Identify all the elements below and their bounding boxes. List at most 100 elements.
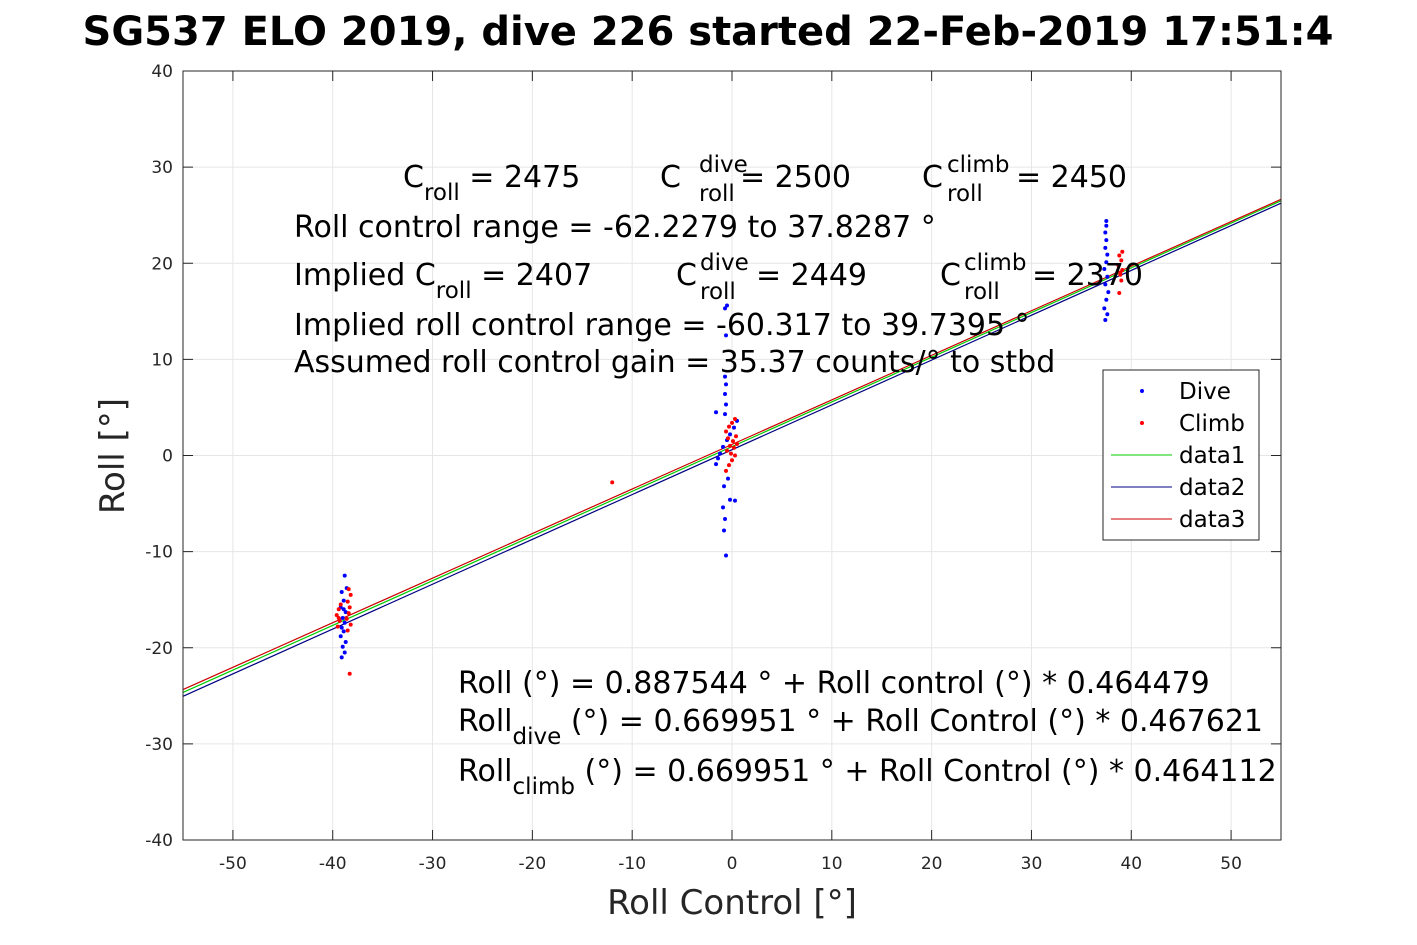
dive-point [723, 412, 728, 417]
dive-point [1103, 317, 1108, 322]
y-tick-label: -30 [145, 735, 173, 755]
climb-point [1119, 278, 1124, 283]
legend-label-data1: data1 [1179, 443, 1245, 469]
c-roll-climb-sup: climb [947, 152, 1009, 178]
climb-point [730, 439, 735, 444]
x-axis-ticks: -50 -40 -30 -20 -10 0 10 20 30 40 50 [219, 71, 1242, 874]
roll-control-range-annotation: Roll control range = -62.2279 to 37.8287… [294, 210, 936, 245]
implied-c-roll-pre: Implied C [294, 258, 436, 293]
x-tick-label: 0 [727, 854, 738, 874]
c-roll-annotation: Croll = 2475 [403, 160, 580, 206]
climb-point [336, 607, 341, 612]
climb-point [610, 480, 615, 485]
x-tick-label: 40 [1120, 854, 1142, 874]
climb-point [346, 587, 351, 592]
x-tick-label: 20 [921, 854, 943, 874]
fit-dive-sub: dive [513, 724, 562, 750]
fit-lines [182, 198, 1282, 697]
fit-climb-main: Roll [458, 754, 513, 789]
c-roll-dive-sub: roll [699, 181, 735, 207]
legend-label-dive: Dive [1179, 379, 1231, 405]
climb-point [730, 458, 734, 463]
climb-point [347, 605, 352, 610]
legend-label-data2: data2 [1179, 475, 1245, 501]
dive-point [1104, 297, 1109, 302]
dive-point [1106, 290, 1111, 295]
dive-point [338, 634, 343, 639]
dive-point [1103, 230, 1108, 235]
dive-point [340, 615, 345, 620]
dive-point [1104, 223, 1109, 228]
dive-point [725, 303, 730, 308]
climb-point [724, 429, 729, 434]
c-roll-dive-value: = 2500 [740, 160, 851, 195]
dive-point [341, 629, 346, 634]
c-roll-climb-value: = 2450 [1016, 160, 1127, 195]
dive-point [339, 589, 344, 594]
dive-point [721, 505, 726, 510]
fit-climb-annotation: Rollclimb (°) = 0.669951 ° + Roll Contro… [458, 754, 1277, 800]
legend-marker-dive [1140, 389, 1144, 393]
dive-point [1103, 245, 1108, 250]
c-roll-climb-sub: roll [947, 181, 983, 207]
c-roll-rest: = 2475 [460, 160, 581, 195]
y-tick-label: 40 [151, 62, 173, 82]
implied-c-climb-value: = 2370 [1032, 258, 1143, 293]
x-axis-label: Roll Control [°] [607, 883, 857, 923]
y-tick-label: 0 [162, 447, 173, 467]
climb-point [1117, 291, 1122, 296]
climb-point [1118, 270, 1123, 275]
dive-point [341, 598, 346, 603]
c-roll-dive-annotation: C [660, 160, 681, 195]
y-tick-label: -40 [145, 831, 173, 851]
implied-c-dive-sup: dive [700, 250, 749, 276]
climb-point [726, 436, 731, 441]
dive-point [343, 639, 348, 644]
dive-point [714, 410, 719, 415]
dive-point [723, 374, 728, 379]
climb-point [1120, 249, 1125, 254]
legend-label-data3: data3 [1179, 507, 1245, 533]
dive-point [723, 391, 728, 396]
climb-point [347, 671, 352, 676]
dive-point [724, 382, 729, 387]
dive-point [722, 528, 727, 533]
fit-line-data1 [182, 200, 1282, 693]
implied-c-climb-annotation: C [940, 258, 961, 293]
fit-climb-sub: climb [513, 774, 575, 800]
c-roll-dive-sup: dive [699, 152, 748, 178]
y-tick-label: 20 [151, 254, 173, 274]
dive-point [724, 402, 729, 407]
dive-point [721, 444, 726, 449]
dive-point [1105, 312, 1110, 317]
c-roll-climb-main: C [922, 160, 943, 195]
climb-point [334, 613, 339, 618]
dive-point [1103, 282, 1108, 287]
climb-point [724, 468, 729, 473]
climb-point [1117, 253, 1122, 258]
climb-point [336, 615, 341, 620]
c-roll-sub: roll [424, 180, 460, 206]
y-axis-ticks: 40 30 20 10 0 -10 -20 -30 -40 [145, 62, 1281, 851]
climb-point [1120, 267, 1125, 272]
dive-point [714, 462, 719, 467]
dive-point [724, 553, 729, 558]
x-tick-label: -30 [419, 854, 447, 874]
climb-point [346, 611, 351, 616]
climb-point [727, 424, 732, 429]
implied-c-dive-annotation: C [676, 258, 697, 293]
climb-point [344, 616, 349, 621]
dive-point [728, 497, 733, 502]
climb-point [729, 451, 734, 456]
climb-point [732, 453, 737, 458]
x-tick-label: -10 [618, 854, 646, 874]
implied-c-climb-main: C [940, 258, 961, 293]
implied-c-roll-sub: roll [436, 278, 472, 304]
climb-point [348, 622, 353, 627]
dive-point [1104, 260, 1109, 265]
implied-c-dive-value: = 2449 [756, 258, 867, 293]
y-tick-label: 10 [151, 350, 173, 370]
climb-point [728, 443, 733, 448]
gain-annotation: Assumed roll control gain = 35.37 counts… [294, 345, 1055, 380]
